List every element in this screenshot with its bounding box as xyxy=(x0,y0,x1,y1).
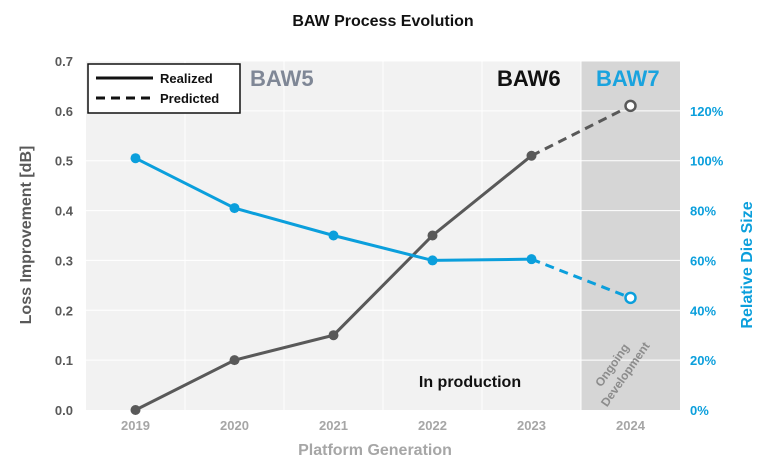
legend: Realized Predicted xyxy=(87,63,241,114)
y-left-axis-label: Loss Improvement [dB] xyxy=(18,146,35,325)
markers xyxy=(130,99,637,415)
predicted-point xyxy=(624,291,637,305)
legend-realized-label: Realized xyxy=(160,71,213,86)
x-tick-label: 2022 xyxy=(418,418,447,433)
chart-title: BAW Process Evolution xyxy=(292,13,473,30)
realized-point xyxy=(130,405,141,415)
y-left-tick-label: 0.1 xyxy=(55,353,73,368)
y-right-tick-label: 60% xyxy=(690,253,716,268)
y-right-tick-label: 20% xyxy=(690,353,716,368)
in-production-annotation: In production xyxy=(419,374,521,391)
y-left-tick-label: 0.6 xyxy=(55,104,73,119)
y-left-tick-label: 0.0 xyxy=(55,403,73,418)
ongoing-development-region xyxy=(581,61,680,410)
realized-point xyxy=(427,230,438,241)
die-size-predicted-line xyxy=(530,257,632,300)
y-right-tick-label: 40% xyxy=(690,303,716,318)
realized-point xyxy=(427,255,438,266)
loss-predicted-line xyxy=(530,104,632,158)
realized-point xyxy=(229,203,240,214)
gridlines xyxy=(86,60,680,410)
x-tick-label: 2019 xyxy=(121,418,150,433)
y-right-tick-label: 120% xyxy=(690,104,724,119)
x-axis-label: Platform Generation xyxy=(298,442,452,459)
y-left-tick-label: 0.3 xyxy=(55,253,73,268)
region-label-baw7: BAW7 xyxy=(596,66,660,91)
x-tick-label: 2024 xyxy=(616,418,646,433)
y-left-tick-label: 0.2 xyxy=(55,303,73,318)
y-right-tick-label: 0% xyxy=(690,403,709,418)
x-tick-label: 2021 xyxy=(319,418,348,433)
predicted-point xyxy=(624,99,637,113)
y-left-tick-label: 0.4 xyxy=(55,204,74,219)
realized-point xyxy=(229,355,240,366)
realized-point xyxy=(328,330,339,341)
y-right-axis-label: Relative Die Size xyxy=(739,201,756,328)
legend-predicted-label: Predicted xyxy=(160,91,219,106)
region-label-baw5: BAW5 xyxy=(250,66,314,91)
region-label-baw6: BAW6 xyxy=(497,66,561,91)
y-left-tick-label: 0.5 xyxy=(55,154,73,169)
realized-point xyxy=(328,230,339,241)
realized-point xyxy=(526,150,537,161)
y-left-tick-label: 0.7 xyxy=(55,54,73,69)
realized-point xyxy=(526,254,537,265)
y-left-tick-labels: 0.0 0.1 0.2 0.3 0.4 0.5 0.6 0.7 xyxy=(55,54,74,418)
y-right-tick-label: 80% xyxy=(690,204,716,219)
x-tick-label: 2023 xyxy=(517,418,546,433)
y-right-tick-label: 100% xyxy=(690,154,724,169)
y-right-tick-labels: 0% 20% 40% 60% 80% 100% 120% xyxy=(690,104,724,418)
x-tick-label: 2020 xyxy=(220,418,249,433)
realized-point xyxy=(130,153,141,164)
x-tick-labels: 2019 2020 2021 2022 2023 2024 xyxy=(121,418,646,433)
